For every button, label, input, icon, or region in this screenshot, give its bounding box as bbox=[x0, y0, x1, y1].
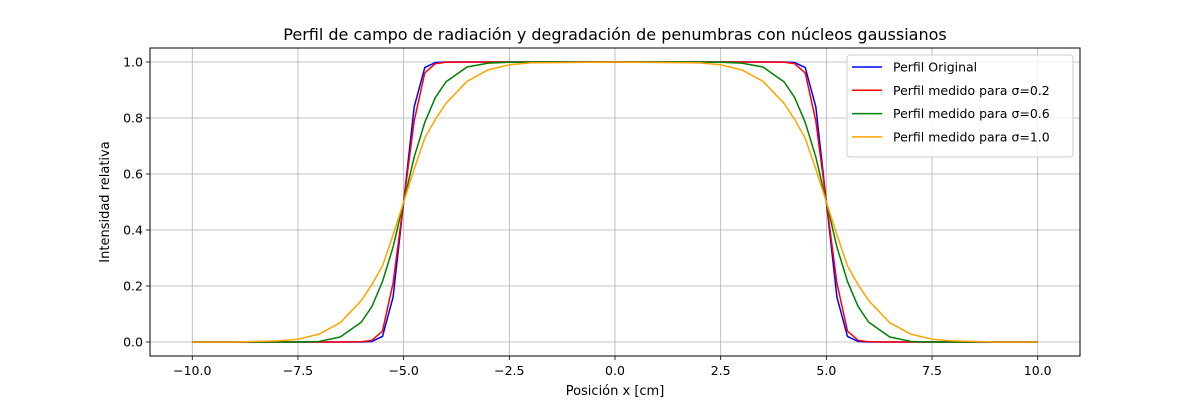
x-tick-label: 2.5 bbox=[711, 363, 731, 378]
x-tick-label: −5.0 bbox=[388, 363, 418, 378]
x-tick-label: −10.0 bbox=[173, 363, 211, 378]
x-tick-label: −2.5 bbox=[494, 363, 524, 378]
plot-series bbox=[192, 61, 1038, 343]
x-tick-label: −7.5 bbox=[283, 363, 313, 378]
series-line-3 bbox=[192, 61, 1038, 343]
x-tick-label: 0.0 bbox=[605, 363, 625, 378]
y-tick-label: 0.4 bbox=[123, 223, 143, 238]
x-axis-label: Posición x [cm] bbox=[566, 384, 665, 399]
y-tick-label: 0.6 bbox=[123, 167, 143, 182]
x-tick-label: 10.0 bbox=[1024, 363, 1052, 378]
y-tick-label: 0.0 bbox=[123, 335, 143, 350]
legend: Perfil Original Perfil medido para σ=0.2 P… bbox=[846, 54, 1074, 158]
axis-ticks: −10.0 −7.5 −5.0 −2.5 0.0 2.5 5.0 7.5 10.0 0.0 0.2 0… bbox=[123, 55, 1052, 379]
chart-title: Perfil de campo de radiación y degradaci… bbox=[283, 25, 946, 44]
y-tick-label: 0.8 bbox=[123, 111, 143, 126]
legend-box bbox=[846, 54, 1074, 158]
y-tick-label: 1.0 bbox=[123, 55, 143, 70]
x-tick-label: 7.5 bbox=[922, 363, 942, 378]
x-tick-label: 5.0 bbox=[816, 363, 836, 378]
legend-label-2: Perfil medido para σ=0.6 bbox=[893, 106, 1050, 121]
legend-label-1: Perfil medido para σ=0.2 bbox=[893, 83, 1050, 98]
y-tick-label: 0.2 bbox=[123, 279, 143, 294]
y-axis-label: Intensidad relativa bbox=[98, 141, 113, 262]
legend-label-0: Perfil Original bbox=[893, 60, 977, 75]
legend-label-3: Perfil medido para σ=1.0 bbox=[893, 129, 1050, 144]
